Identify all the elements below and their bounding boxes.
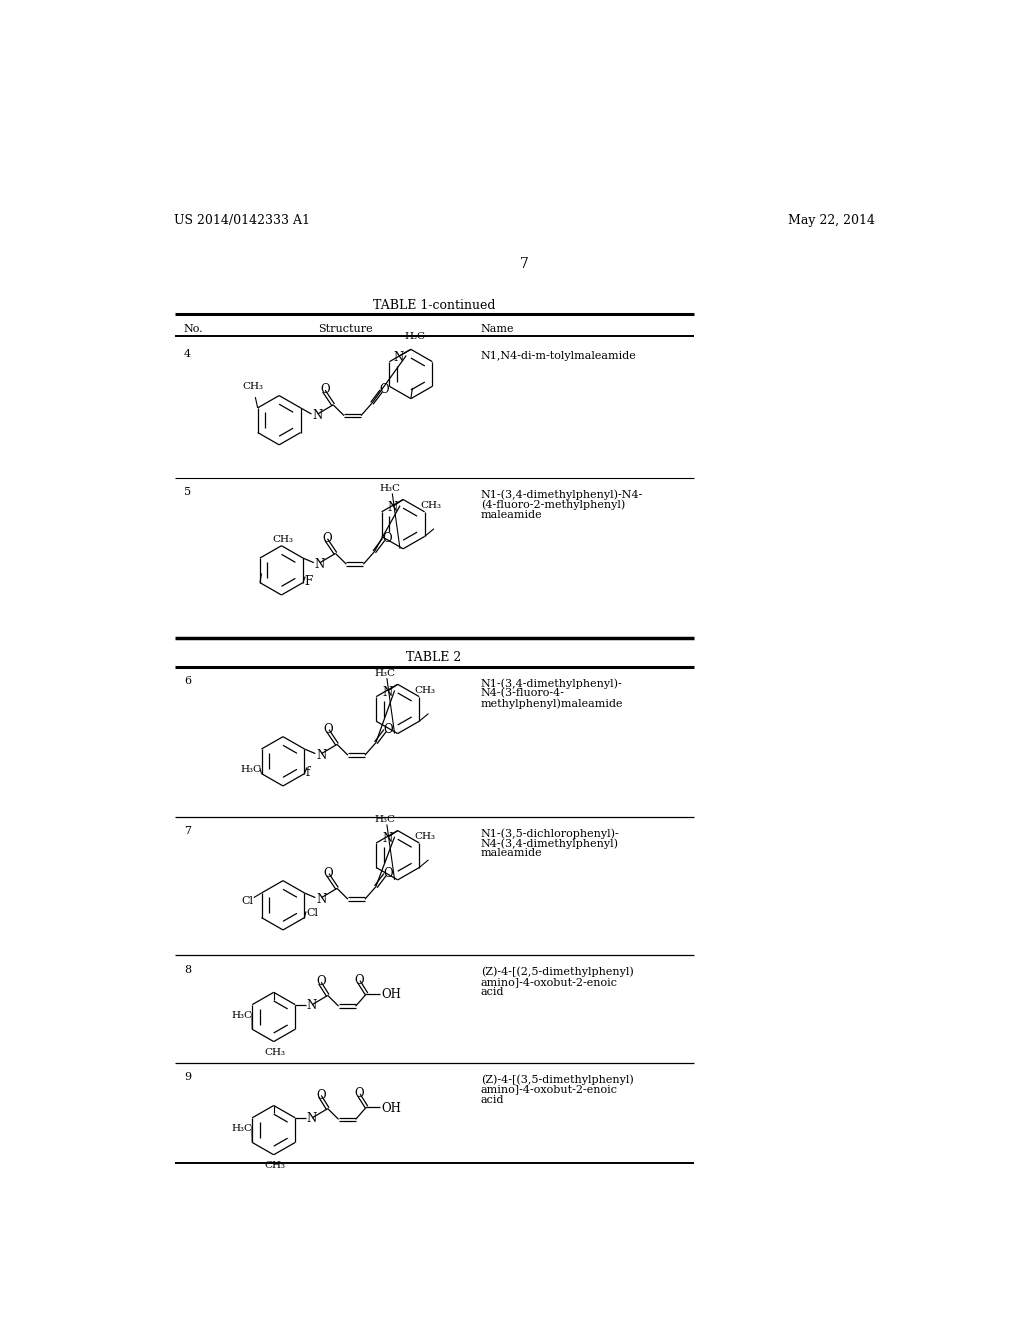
- Text: acid: acid: [480, 1094, 504, 1105]
- Text: (4-fluoro-2-methylphenyl): (4-fluoro-2-methylphenyl): [480, 499, 625, 510]
- Text: TABLE 2: TABLE 2: [407, 651, 462, 664]
- Text: 7: 7: [520, 257, 529, 271]
- Text: N: N: [388, 502, 398, 513]
- Text: O: O: [355, 1088, 365, 1100]
- Text: N4-(3,4-dimethylphenyl): N4-(3,4-dimethylphenyl): [480, 838, 618, 849]
- Text: N: N: [314, 558, 325, 572]
- Text: CH₃: CH₃: [264, 1048, 286, 1057]
- Text: amino]-4-oxobut-2-enoic: amino]-4-oxobut-2-enoic: [480, 977, 617, 987]
- Text: f: f: [306, 766, 310, 779]
- Text: methylphenyl)maleamide: methylphenyl)maleamide: [480, 698, 624, 709]
- Text: H₃C: H₃C: [404, 333, 426, 342]
- Text: maleamide: maleamide: [480, 510, 543, 520]
- Text: O: O: [382, 532, 391, 545]
- Text: O: O: [319, 383, 330, 396]
- Text: H₃C: H₃C: [231, 1011, 252, 1020]
- Text: TABLE 1-continued: TABLE 1-continued: [373, 300, 496, 313]
- Text: CH₃: CH₃: [415, 832, 436, 841]
- Text: OH: OH: [381, 1102, 401, 1114]
- Text: OH: OH: [381, 989, 401, 1002]
- Text: CH₃: CH₃: [242, 381, 263, 391]
- Text: May 22, 2014: May 22, 2014: [788, 214, 876, 227]
- Text: O: O: [384, 723, 393, 735]
- Text: 9: 9: [183, 1072, 190, 1082]
- Text: US 2014/0142333 A1: US 2014/0142333 A1: [174, 214, 310, 227]
- Text: N1,N4-di-m-tolylmaleamide: N1,N4-di-m-tolylmaleamide: [480, 351, 636, 360]
- Text: O: O: [323, 532, 332, 545]
- Text: (Z)-4-[(3,5-dimethylphenyl): (Z)-4-[(3,5-dimethylphenyl): [480, 1074, 634, 1085]
- Text: H₃C: H₃C: [375, 816, 395, 824]
- Text: 7: 7: [183, 826, 190, 836]
- Text: O: O: [316, 1089, 326, 1102]
- Text: O: O: [316, 975, 326, 989]
- Text: N: N: [382, 832, 392, 845]
- Text: (Z)-4-[(2,5-dimethylphenyl): (Z)-4-[(2,5-dimethylphenyl): [480, 966, 634, 978]
- Text: O: O: [324, 867, 334, 880]
- Text: Cl: Cl: [306, 908, 318, 919]
- Text: O: O: [384, 867, 393, 880]
- Text: N: N: [312, 409, 323, 422]
- Text: O: O: [355, 974, 365, 987]
- Text: 8: 8: [183, 965, 190, 974]
- Text: amino]-4-oxobut-2-enoic: amino]-4-oxobut-2-enoic: [480, 1085, 617, 1094]
- Text: Name: Name: [480, 323, 514, 334]
- Text: F: F: [304, 576, 312, 587]
- Text: N: N: [307, 1113, 317, 1126]
- Text: H₃C: H₃C: [375, 669, 395, 678]
- Text: H₃C: H₃C: [241, 766, 261, 774]
- Text: CH₃: CH₃: [415, 686, 436, 694]
- Text: acid: acid: [480, 987, 504, 997]
- Text: N: N: [394, 351, 404, 364]
- Text: No.: No.: [183, 323, 204, 334]
- Text: O: O: [380, 383, 389, 396]
- Text: 5: 5: [183, 487, 190, 498]
- Text: O: O: [324, 723, 334, 735]
- Text: maleamide: maleamide: [480, 849, 543, 858]
- Text: N: N: [316, 748, 327, 762]
- Text: H₃C: H₃C: [231, 1125, 252, 1133]
- Text: Cl: Cl: [242, 896, 253, 906]
- Text: N4-(3-fluoro-4-: N4-(3-fluoro-4-: [480, 688, 564, 698]
- Text: N1-(3,4-dimethylphenyl)-N4-: N1-(3,4-dimethylphenyl)-N4-: [480, 490, 643, 500]
- Text: N: N: [316, 892, 327, 906]
- Text: 6: 6: [183, 676, 190, 686]
- Text: 4: 4: [183, 348, 190, 359]
- Text: H₃C: H₃C: [380, 484, 400, 494]
- Text: CH₃: CH₃: [272, 535, 293, 544]
- Text: N: N: [307, 999, 317, 1012]
- Text: CH₃: CH₃: [264, 1162, 286, 1170]
- Text: N1-(3,5-dichlorophenyl)-: N1-(3,5-dichlorophenyl)-: [480, 829, 620, 840]
- Text: CH₃: CH₃: [420, 502, 441, 510]
- Text: Structure: Structure: [317, 323, 373, 334]
- Text: N1-(3,4-dimethylphenyl)-: N1-(3,4-dimethylphenyl)-: [480, 678, 623, 689]
- Text: N: N: [382, 686, 392, 698]
